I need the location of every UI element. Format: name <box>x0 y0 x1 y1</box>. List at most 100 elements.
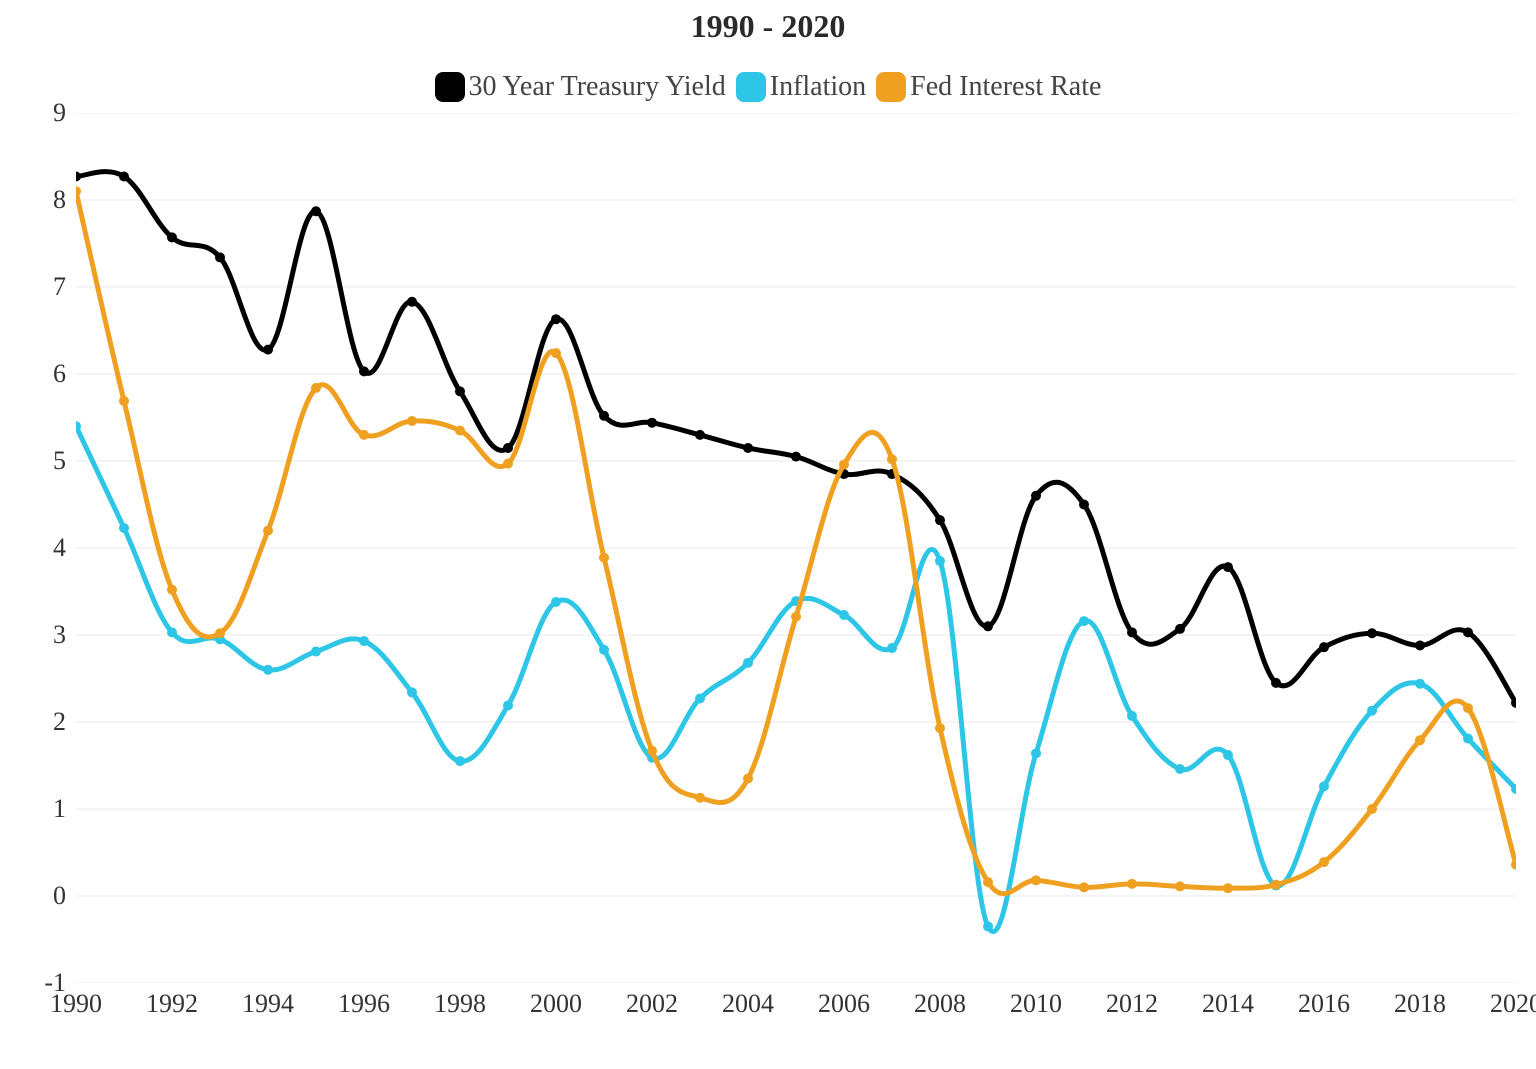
marker-treasury <box>647 418 657 428</box>
x-tick-label: 1996 <box>338 983 390 1019</box>
marker-fed <box>551 348 561 358</box>
marker-fed <box>1511 860 1516 870</box>
marker-fed <box>1463 703 1473 713</box>
marker-fed <box>167 585 177 595</box>
marker-inflation <box>1415 679 1425 689</box>
marker-fed <box>1319 857 1329 867</box>
x-tick-label: 1990 <box>50 983 102 1019</box>
x-tick-label: 2018 <box>1394 983 1446 1019</box>
marker-inflation <box>167 627 177 637</box>
marker-treasury <box>1175 624 1185 634</box>
chart-container: 1990 - 2020 30 Year Treasury Yield Infla… <box>0 0 1536 1069</box>
marker-treasury <box>1415 640 1425 650</box>
marker-inflation <box>1223 750 1233 760</box>
legend-label-fed: Fed Interest Rate <box>910 71 1101 103</box>
marker-inflation <box>263 665 273 675</box>
y-tick-label: 1 <box>53 794 76 824</box>
x-tick-label: 2012 <box>1106 983 1158 1019</box>
x-tick-label: 1994 <box>242 983 294 1019</box>
marker-treasury <box>263 345 273 355</box>
marker-inflation <box>887 643 897 653</box>
x-tick-label: 2008 <box>914 983 966 1019</box>
x-tick-label: 2004 <box>722 983 774 1019</box>
swatch-inflation <box>736 72 766 102</box>
marker-treasury <box>1031 491 1041 501</box>
marker-treasury <box>76 172 81 182</box>
x-tick-label: 2014 <box>1202 983 1254 1019</box>
marker-fed <box>407 416 417 426</box>
legend-item-inflation: Inflation <box>736 71 866 103</box>
marker-inflation <box>599 645 609 655</box>
marker-treasury <box>503 443 513 453</box>
x-tick-label: 1998 <box>434 983 486 1019</box>
marker-treasury <box>599 411 609 421</box>
marker-inflation <box>119 523 129 533</box>
marker-treasury <box>743 443 753 453</box>
swatch-treasury <box>435 72 465 102</box>
marker-fed <box>1031 875 1041 885</box>
marker-inflation <box>1127 711 1137 721</box>
marker-inflation <box>935 556 945 566</box>
marker-treasury <box>311 206 321 216</box>
marker-fed <box>743 774 753 784</box>
x-tick-label: 2000 <box>530 983 582 1019</box>
x-tick-label: 2010 <box>1010 983 1062 1019</box>
plot-area: -101234567891990199219941996199820002002… <box>76 113 1516 983</box>
marker-treasury <box>119 172 129 182</box>
marker-fed <box>1079 882 1089 892</box>
marker-treasury <box>935 515 945 525</box>
marker-treasury <box>167 232 177 242</box>
y-tick-label: 2 <box>53 707 76 737</box>
x-tick-label: 2002 <box>626 983 678 1019</box>
x-tick-label: 2006 <box>818 983 870 1019</box>
chart-legend: 30 Year Treasury Yield Inflation Fed Int… <box>0 71 1536 103</box>
marker-inflation <box>839 610 849 620</box>
y-tick-label: 3 <box>53 620 76 650</box>
swatch-fed <box>876 72 906 102</box>
marker-inflation <box>983 921 993 931</box>
y-tick-label: 9 <box>53 98 76 128</box>
marker-treasury <box>1367 628 1377 638</box>
marker-fed <box>983 877 993 887</box>
marker-inflation <box>1079 616 1089 626</box>
marker-fed <box>935 723 945 733</box>
marker-fed <box>1367 804 1377 814</box>
marker-treasury <box>1127 627 1137 637</box>
marker-inflation <box>359 636 369 646</box>
marker-fed <box>695 793 705 803</box>
marker-fed <box>503 459 513 469</box>
line-fed <box>76 191 1516 893</box>
marker-inflation <box>743 658 753 668</box>
chart-title: 1990 - 2020 <box>0 0 1536 45</box>
marker-treasury <box>983 621 993 631</box>
marker-treasury <box>407 297 417 307</box>
marker-fed <box>359 430 369 440</box>
marker-treasury <box>1271 678 1281 688</box>
y-tick-label: 4 <box>53 533 76 563</box>
y-tick-label: 7 <box>53 272 76 302</box>
marker-treasury <box>215 252 225 262</box>
x-tick-label: 2016 <box>1298 983 1350 1019</box>
y-tick-label: 6 <box>53 359 76 389</box>
marker-treasury <box>1463 627 1473 637</box>
chart-svg <box>76 113 1516 983</box>
y-tick-label: 0 <box>53 881 76 911</box>
legend-label-treasury: 30 Year Treasury Yield <box>469 71 726 103</box>
marker-treasury <box>1079 500 1089 510</box>
marker-inflation <box>551 597 561 607</box>
x-tick-label: 1992 <box>146 983 198 1019</box>
marker-treasury <box>551 314 561 324</box>
marker-fed <box>263 526 273 536</box>
marker-fed <box>887 454 897 464</box>
marker-fed <box>1127 879 1137 889</box>
marker-treasury <box>455 386 465 396</box>
marker-fed <box>599 553 609 563</box>
x-tick-label: 2020 <box>1490 983 1536 1019</box>
marker-inflation <box>1175 764 1185 774</box>
legend-item-treasury: 30 Year Treasury Yield <box>435 71 726 103</box>
marker-fed <box>215 628 225 638</box>
marker-treasury <box>359 366 369 376</box>
marker-inflation <box>455 756 465 766</box>
marker-fed <box>1175 881 1185 891</box>
marker-inflation <box>1319 781 1329 791</box>
